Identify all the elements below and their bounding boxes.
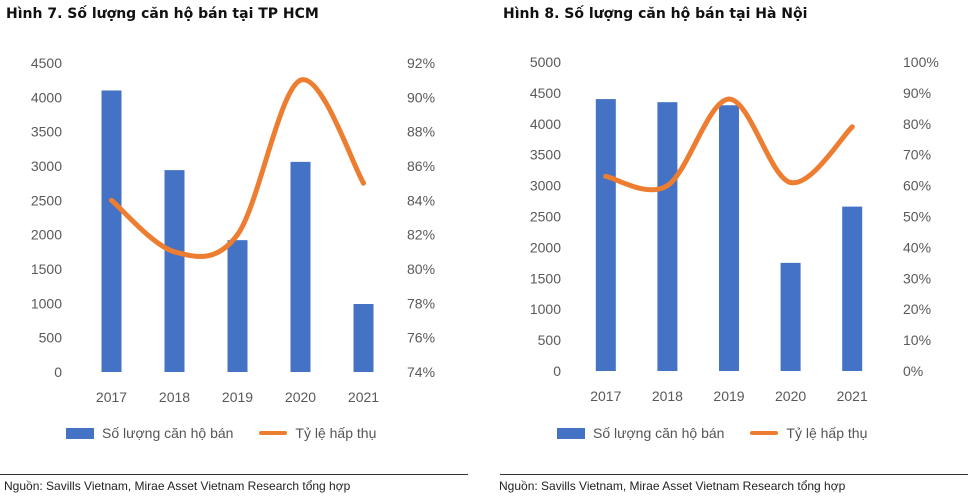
y-tick-label: 0 <box>54 364 62 380</box>
y-tick-label: 3500 <box>31 124 62 140</box>
y-tick-label: 2000 <box>31 227 62 243</box>
y-tick-label: 2500 <box>31 192 62 208</box>
x-tick-label: 2019 <box>713 388 744 404</box>
divider-rule-right <box>500 474 968 475</box>
chart-title-hcm: Hình 7. Số lượng căn hộ bán tại TP HCM <box>6 6 319 22</box>
y2-tick-label: 0% <box>903 363 923 379</box>
bar-2018 <box>657 102 678 372</box>
y-tick-label: 3000 <box>31 158 62 174</box>
y2-tick-label: 80% <box>407 261 435 277</box>
y2-tick-label: 90% <box>903 85 931 101</box>
legend-bar-swatch <box>66 427 94 439</box>
bar-2020 <box>780 262 801 371</box>
legend-bar-swatch <box>557 427 585 439</box>
bar-2021 <box>353 304 374 372</box>
line-point-2020 <box>298 77 303 83</box>
line-point-2019 <box>235 232 240 238</box>
y2-tick-label: 88% <box>407 124 435 140</box>
x-tick-label: 2018 <box>652 388 683 404</box>
y2-tick-label: 30% <box>903 270 931 286</box>
bar-2019 <box>227 240 248 372</box>
source-note-hanoi: Nguồn: Savills Vietnam, Mirae Asset Viet… <box>499 479 846 493</box>
y2-tick-label: 82% <box>407 227 435 243</box>
y-tick-label: 1000 <box>530 301 561 317</box>
x-tick-label: 2021 <box>348 389 379 405</box>
chart-hanoi: 5000450040003500300025002000150010005000… <box>530 54 939 404</box>
y2-tick-label: 78% <box>407 295 435 311</box>
legend-line-label: Tỷ lệ hấp thụ <box>295 425 377 441</box>
y-tick-label: 3500 <box>530 147 561 163</box>
y2-tick-label: 84% <box>407 192 435 208</box>
y-tick-label: 1500 <box>530 270 561 286</box>
y2-tick-label: 20% <box>903 301 931 317</box>
divider-rule-left <box>0 474 468 475</box>
y2-tick-label: 74% <box>407 364 435 380</box>
bar-2018 <box>164 170 185 372</box>
y-tick-label: 500 <box>39 330 63 346</box>
y-tick-label: 4000 <box>530 116 561 132</box>
line-point-2017 <box>109 197 114 203</box>
bar-2017 <box>101 90 122 372</box>
y2-tick-label: 92% <box>407 55 435 71</box>
y-tick-label: 1500 <box>31 261 62 277</box>
line-point-2018 <box>172 249 177 255</box>
line-point-2020 <box>788 180 794 186</box>
absorption-rate-line <box>109 77 366 259</box>
bar-2019 <box>719 105 739 371</box>
legend-line-swatch <box>750 431 779 435</box>
x-tick-label: 2018 <box>159 389 190 405</box>
y-tick-label: 0 <box>553 363 561 379</box>
y2-tick-label: 76% <box>407 330 435 346</box>
line-point-2017 <box>603 173 609 179</box>
y-tick-label: 5000 <box>530 54 561 70</box>
line-point-2018 <box>664 183 670 189</box>
bar-2021 <box>842 206 863 371</box>
y-tick-label: 1000 <box>31 295 62 311</box>
y-tick-label: 4500 <box>530 85 561 101</box>
y-tick-label: 4500 <box>31 55 62 71</box>
legend-bar-label: Số lượng căn hộ bán <box>593 425 725 441</box>
y2-tick-label: 50% <box>903 209 931 225</box>
y2-tick-label: 60% <box>903 178 931 194</box>
legend-line-swatch <box>259 431 288 435</box>
y-tick-label: 2500 <box>530 209 561 225</box>
x-tick-label: 2017 <box>96 389 127 405</box>
legend-hanoi: Số lượng căn hộ bán Tỷ lệ hấp thụ <box>557 425 867 441</box>
y2-tick-label: 90% <box>407 89 435 105</box>
legend-line-label: Tỷ lệ hấp thụ <box>786 425 868 441</box>
x-tick-label: 2020 <box>775 388 806 404</box>
y2-tick-label: 80% <box>903 116 931 132</box>
legend-bar-label: Số lượng căn hộ bán <box>102 425 234 441</box>
bar-2017 <box>595 99 616 371</box>
y2-tick-label: 86% <box>407 158 435 174</box>
legend-hcm: Số lượng căn hộ bán Tỷ lệ hấp thụ <box>66 425 376 441</box>
x-tick-label: 2019 <box>222 389 253 405</box>
y-tick-label: 2000 <box>530 239 561 255</box>
x-tick-label: 2020 <box>285 389 316 405</box>
source-note-hcm: Nguồn: Savills Vietnam, Mirae Asset Viet… <box>4 479 351 493</box>
y2-tick-label: 40% <box>903 239 931 255</box>
y-tick-label: 3000 <box>530 178 561 194</box>
y-tick-label: 500 <box>538 332 562 348</box>
chart-hcm: 4500 4000 3500 3000 2500 2000 1500 1000 500 0 92% 9… <box>31 55 435 405</box>
x-tick-label: 2017 <box>590 388 621 404</box>
y2-tick-label: 70% <box>903 147 931 163</box>
line-point-2019 <box>726 96 732 102</box>
line-point-2021 <box>361 180 366 186</box>
chart-title-hanoi: Hình 8. Số lượng căn hộ bán tại Hà Nội <box>503 6 808 22</box>
y2-tick-label: 100% <box>903 54 939 70</box>
y-tick-label: 4000 <box>31 89 62 105</box>
line-point-2021 <box>849 124 855 130</box>
y2-tick-label: 10% <box>903 332 931 348</box>
bar-2020 <box>290 161 311 372</box>
x-tick-label: 2021 <box>837 388 868 404</box>
